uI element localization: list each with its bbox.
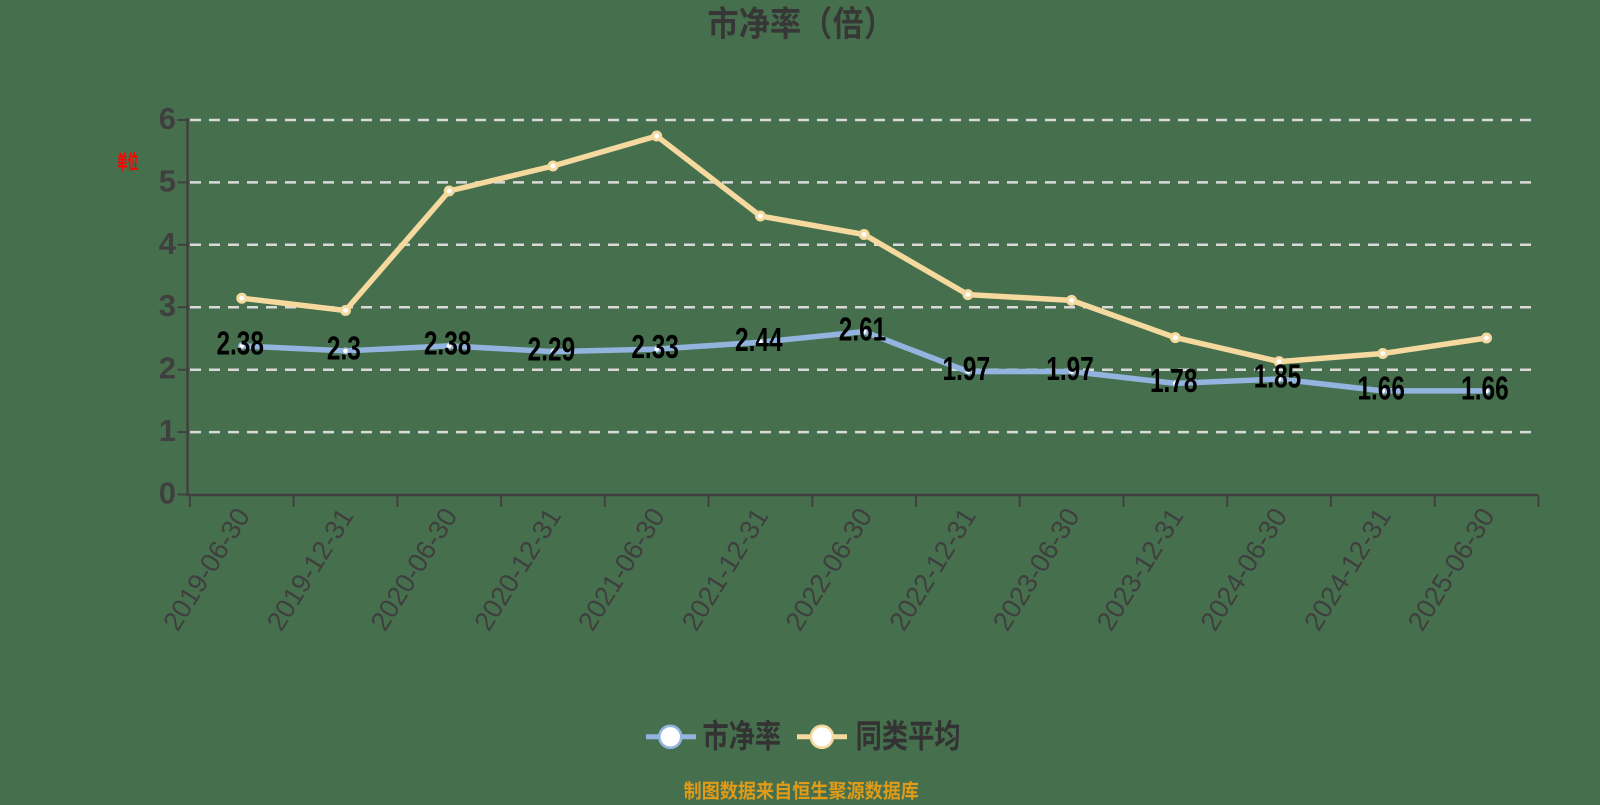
- svg-text:2.33: 2.33: [631, 329, 679, 365]
- svg-text:2.38: 2.38: [216, 326, 264, 362]
- svg-text:1.78: 1.78: [1150, 364, 1198, 400]
- svg-text:1.66: 1.66: [1461, 371, 1509, 407]
- svg-text:1: 1: [159, 413, 176, 448]
- svg-text:2: 2: [159, 351, 176, 386]
- svg-text:2.61: 2.61: [839, 312, 887, 348]
- svg-text:5: 5: [159, 163, 176, 198]
- svg-text:2.38: 2.38: [424, 326, 472, 362]
- svg-text:2.44: 2.44: [735, 323, 783, 359]
- svg-text:4: 4: [159, 226, 177, 261]
- svg-text:2.29: 2.29: [528, 332, 576, 368]
- svg-text:3: 3: [159, 288, 176, 323]
- svg-text:1.66: 1.66: [1357, 371, 1405, 407]
- svg-text:0: 0: [159, 476, 176, 511]
- svg-text:1.97: 1.97: [943, 352, 991, 388]
- svg-text:6: 6: [159, 101, 176, 136]
- svg-text:1.97: 1.97: [1046, 352, 1094, 388]
- svg-text:2.3: 2.3: [327, 331, 361, 367]
- svg-text:1.85: 1.85: [1254, 359, 1302, 395]
